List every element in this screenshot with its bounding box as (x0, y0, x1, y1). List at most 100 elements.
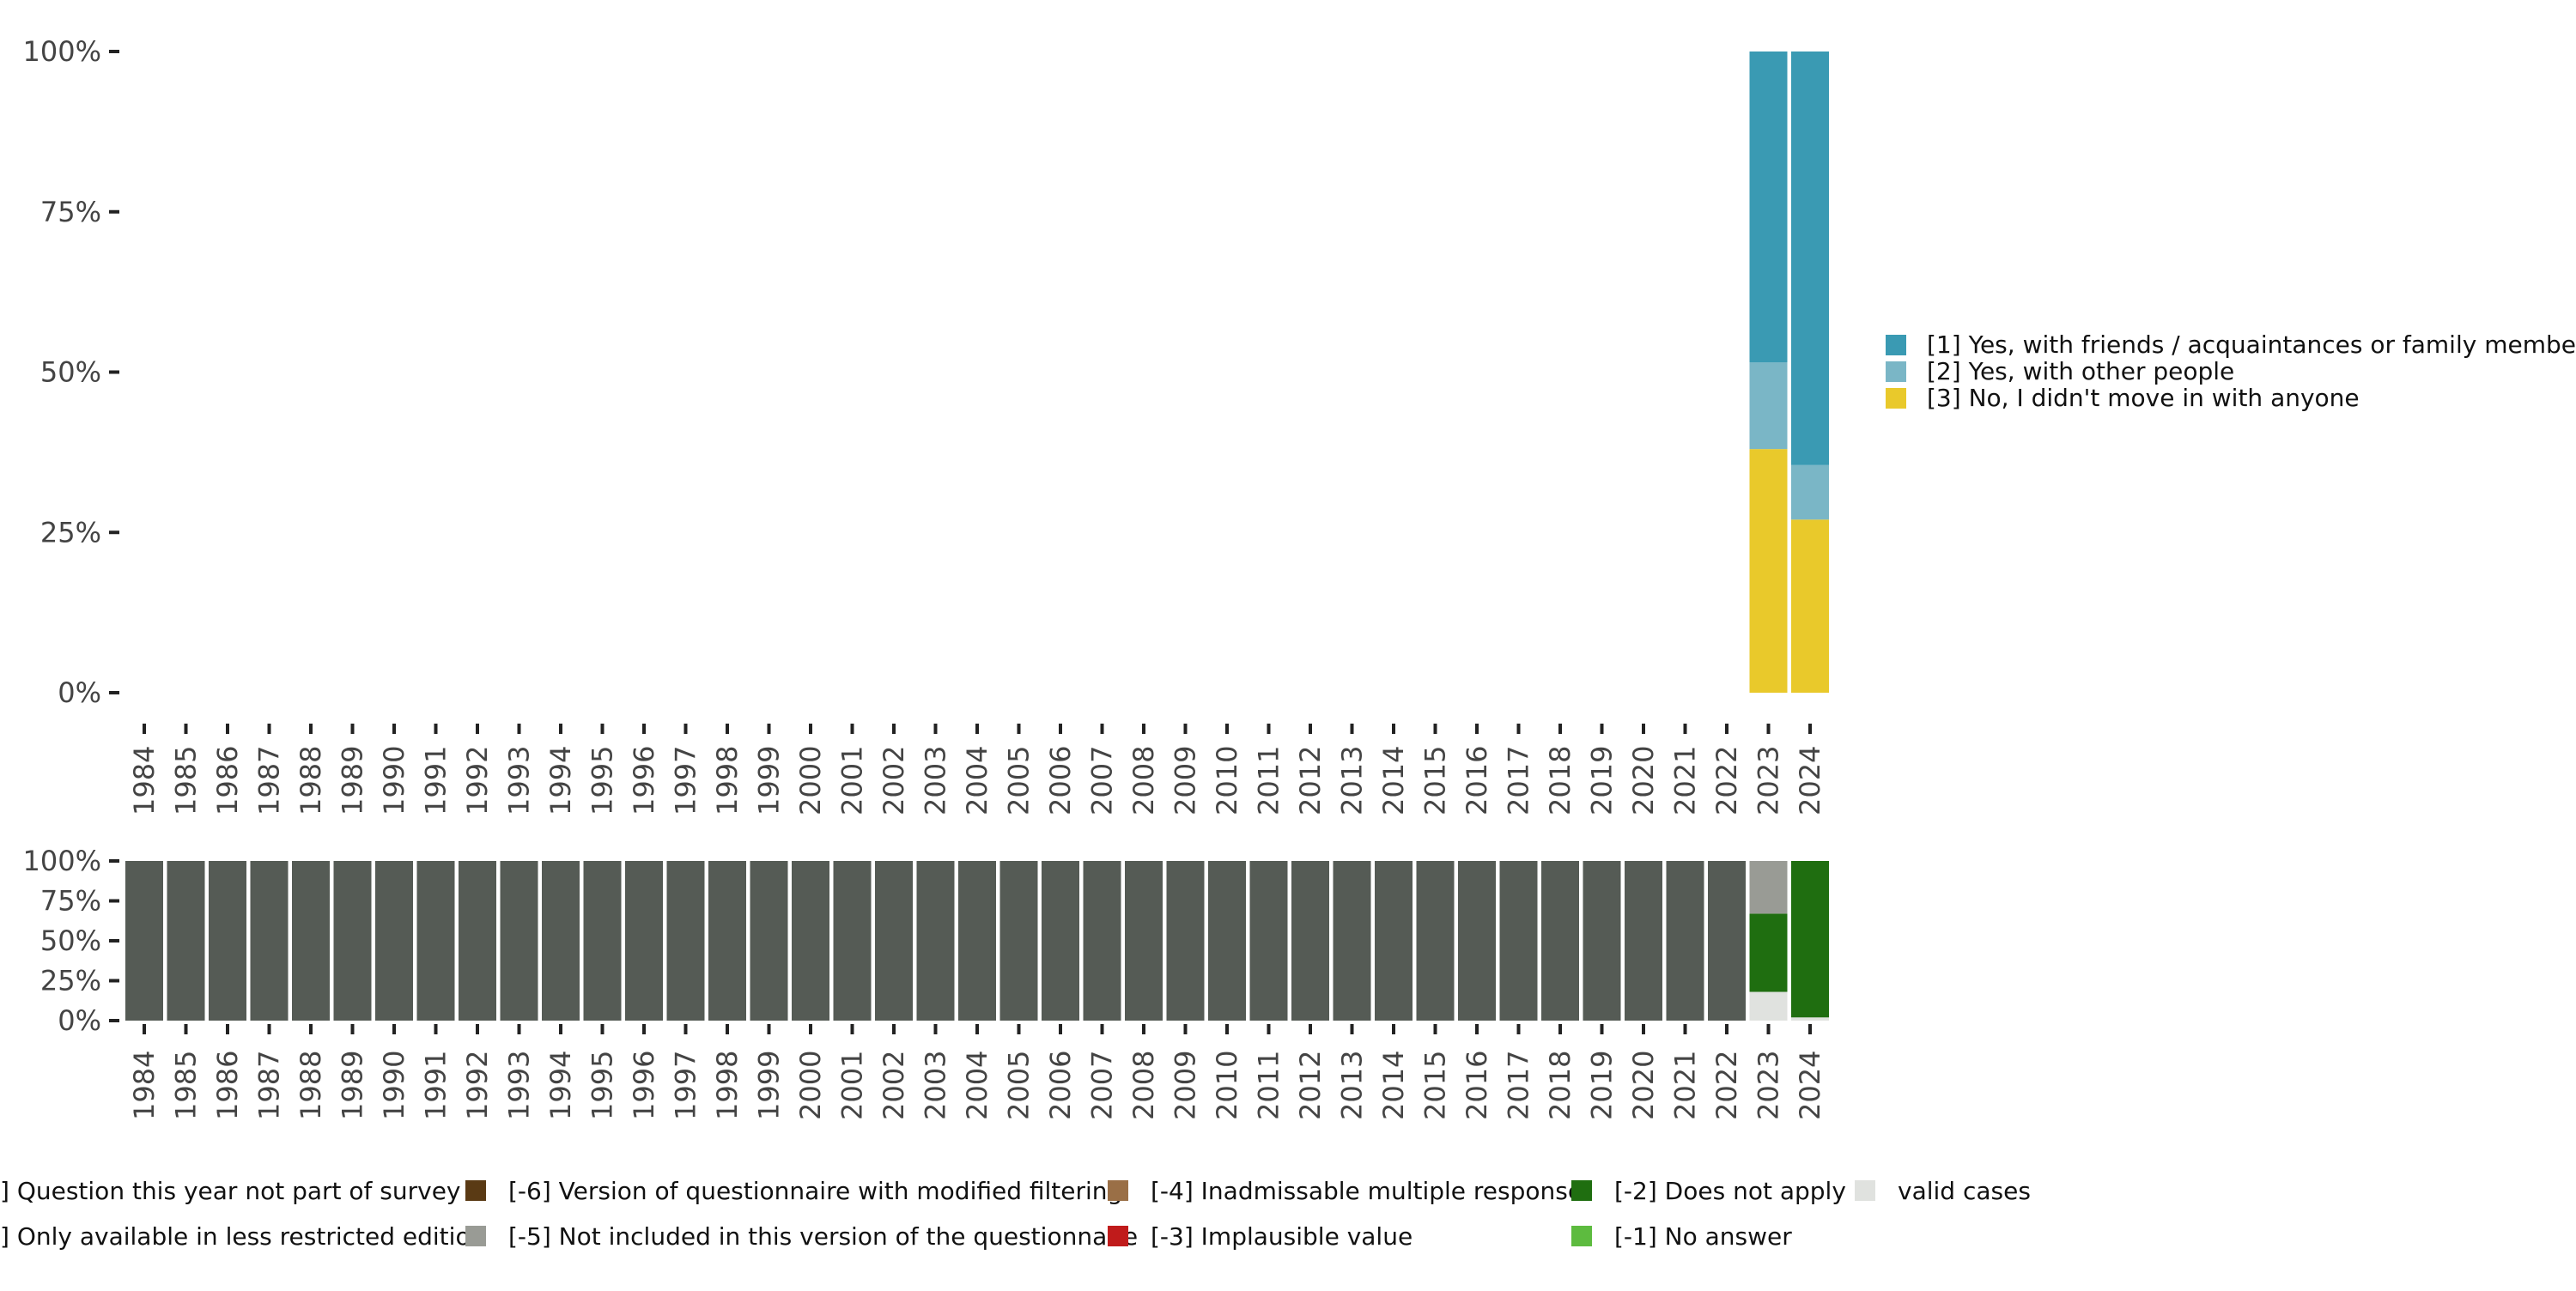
x-tick-label: 2015 (1419, 746, 1452, 815)
bar-segment (292, 861, 330, 1021)
bar-segment (999, 861, 1038, 1021)
legend-swatch (1886, 361, 1906, 382)
y-tick-label: 75% (40, 196, 101, 228)
x-tick-label: 2017 (1503, 746, 1535, 815)
bar-segment (1499, 861, 1538, 1021)
x-tick-label: 2021 (1669, 746, 1702, 815)
y-tick-label: 100% (23, 35, 101, 68)
bar-segment (1749, 449, 1788, 693)
x-tick-label: 2001 (836, 746, 869, 815)
x-tick-label: 2022 (1710, 1051, 1743, 1120)
x-tick-label: 2011 (1253, 1051, 1285, 1120)
legend-label: [-6] Version of questionnaire with modif… (508, 1177, 1122, 1205)
x-tick-label: 2001 (836, 1051, 869, 1120)
y-tick-label: 50% (40, 356, 101, 389)
bar-segment (875, 861, 913, 1021)
legend-label: [3] No, I didn't move in with anyone (1927, 384, 2360, 412)
x-tick-label: 2023 (1753, 746, 1785, 815)
x-tick-label: 1993 (503, 746, 536, 815)
x-tick-label: 2003 (920, 746, 952, 815)
legend-label: ] Question this year not part of survey (0, 1177, 461, 1205)
bar-segment (1791, 1017, 1829, 1021)
bar-segment (1791, 464, 1829, 520)
legend-swatch (1108, 1226, 1128, 1246)
x-tick-label: 1995 (586, 1051, 619, 1120)
x-tick-label: 1994 (544, 1051, 577, 1120)
x-tick-label: 2009 (1170, 1051, 1202, 1120)
bar-segment (1541, 861, 1579, 1021)
bar-segment (209, 861, 246, 1021)
x-tick-label: 2007 (1086, 746, 1119, 815)
bar-segment (1791, 861, 1829, 1018)
x-tick-label: 1996 (628, 1051, 660, 1120)
x-tick-label: 1991 (420, 746, 453, 815)
bar-segment (1749, 991, 1788, 1021)
x-tick-label: 2016 (1461, 1051, 1493, 1120)
x-tick-label: 1991 (420, 1051, 453, 1120)
legend-label: [1] Yes, with friends / acquaintances or… (1927, 330, 2576, 359)
x-tick-label: 2011 (1253, 746, 1285, 815)
bar-segment (1583, 861, 1621, 1021)
bar-segment (459, 861, 496, 1021)
y-tick-label: 75% (40, 885, 101, 918)
x-tick-label: 1988 (295, 746, 327, 815)
bar-segment (1083, 861, 1121, 1021)
bar-segment (500, 861, 538, 1021)
x-tick-label: 1989 (337, 1051, 369, 1120)
x-tick-label: 2014 (1377, 1051, 1410, 1120)
bar-segment (333, 861, 372, 1021)
x-tick-label: 2018 (1544, 746, 1577, 815)
x-tick-label: 2006 (1044, 746, 1077, 815)
x-tick-label: 1992 (461, 1051, 494, 1120)
bar-segment (1791, 519, 1829, 693)
bar-segment (833, 861, 872, 1021)
x-tick-label: 1984 (128, 1051, 161, 1120)
x-tick-label: 1986 (211, 746, 244, 815)
x-tick-label: 1984 (128, 746, 161, 815)
x-tick-label: 1989 (337, 746, 369, 815)
x-tick-label: 2012 (1294, 1051, 1327, 1120)
bar-segment (625, 861, 663, 1021)
bar-segment (250, 861, 289, 1021)
x-tick-label: 2004 (961, 1051, 993, 1120)
legend-label: [-5] Not included in this version of the… (508, 1222, 1138, 1251)
bar-segment (1625, 861, 1662, 1021)
x-tick-label: 2015 (1419, 1051, 1452, 1120)
legend-swatch (465, 1226, 486, 1246)
legend-swatch (1571, 1180, 1592, 1201)
bar-segment (1125, 861, 1163, 1021)
y-tick-label: 25% (40, 965, 101, 997)
bar-segment (1749, 52, 1788, 363)
x-tick-label: 1999 (753, 1051, 786, 1120)
bar-segment (1249, 861, 1288, 1021)
bar-segment (1416, 861, 1455, 1021)
x-tick-label: 1998 (711, 746, 744, 815)
bar-segment (1708, 861, 1746, 1021)
x-tick-label: 1993 (503, 1051, 536, 1120)
x-tick-label: 1999 (753, 746, 786, 815)
legend-swatch (1855, 1180, 1875, 1201)
y-tick-label: 25% (40, 516, 101, 549)
y-tick-label: 50% (40, 924, 101, 957)
x-tick-label: 2021 (1669, 1051, 1702, 1120)
x-tick-label: 1998 (711, 1051, 744, 1120)
legend-swatch (1886, 388, 1906, 409)
bar-segment (1166, 861, 1205, 1021)
bar-segment (1291, 861, 1329, 1021)
y-tick-label: 0% (58, 676, 101, 709)
bar-segment (1749, 362, 1788, 450)
x-tick-label: 2022 (1710, 746, 1743, 815)
x-tick-label: 2020 (1627, 1051, 1660, 1120)
bar-segment (1791, 52, 1829, 465)
x-tick-label: 2000 (794, 746, 827, 815)
legend-label: ] Only available in less restricted edit… (0, 1222, 485, 1251)
x-tick-label: 2010 (1211, 746, 1243, 815)
x-tick-label: 1990 (378, 1051, 410, 1120)
bar-segment (1375, 861, 1413, 1021)
x-tick-label: 1997 (670, 1051, 702, 1120)
bar-segment (1749, 913, 1788, 992)
legend-swatch (1108, 1180, 1128, 1201)
x-tick-label: 1996 (628, 746, 660, 815)
legend-swatch (465, 1180, 486, 1201)
x-tick-label: 2019 (1586, 746, 1619, 815)
